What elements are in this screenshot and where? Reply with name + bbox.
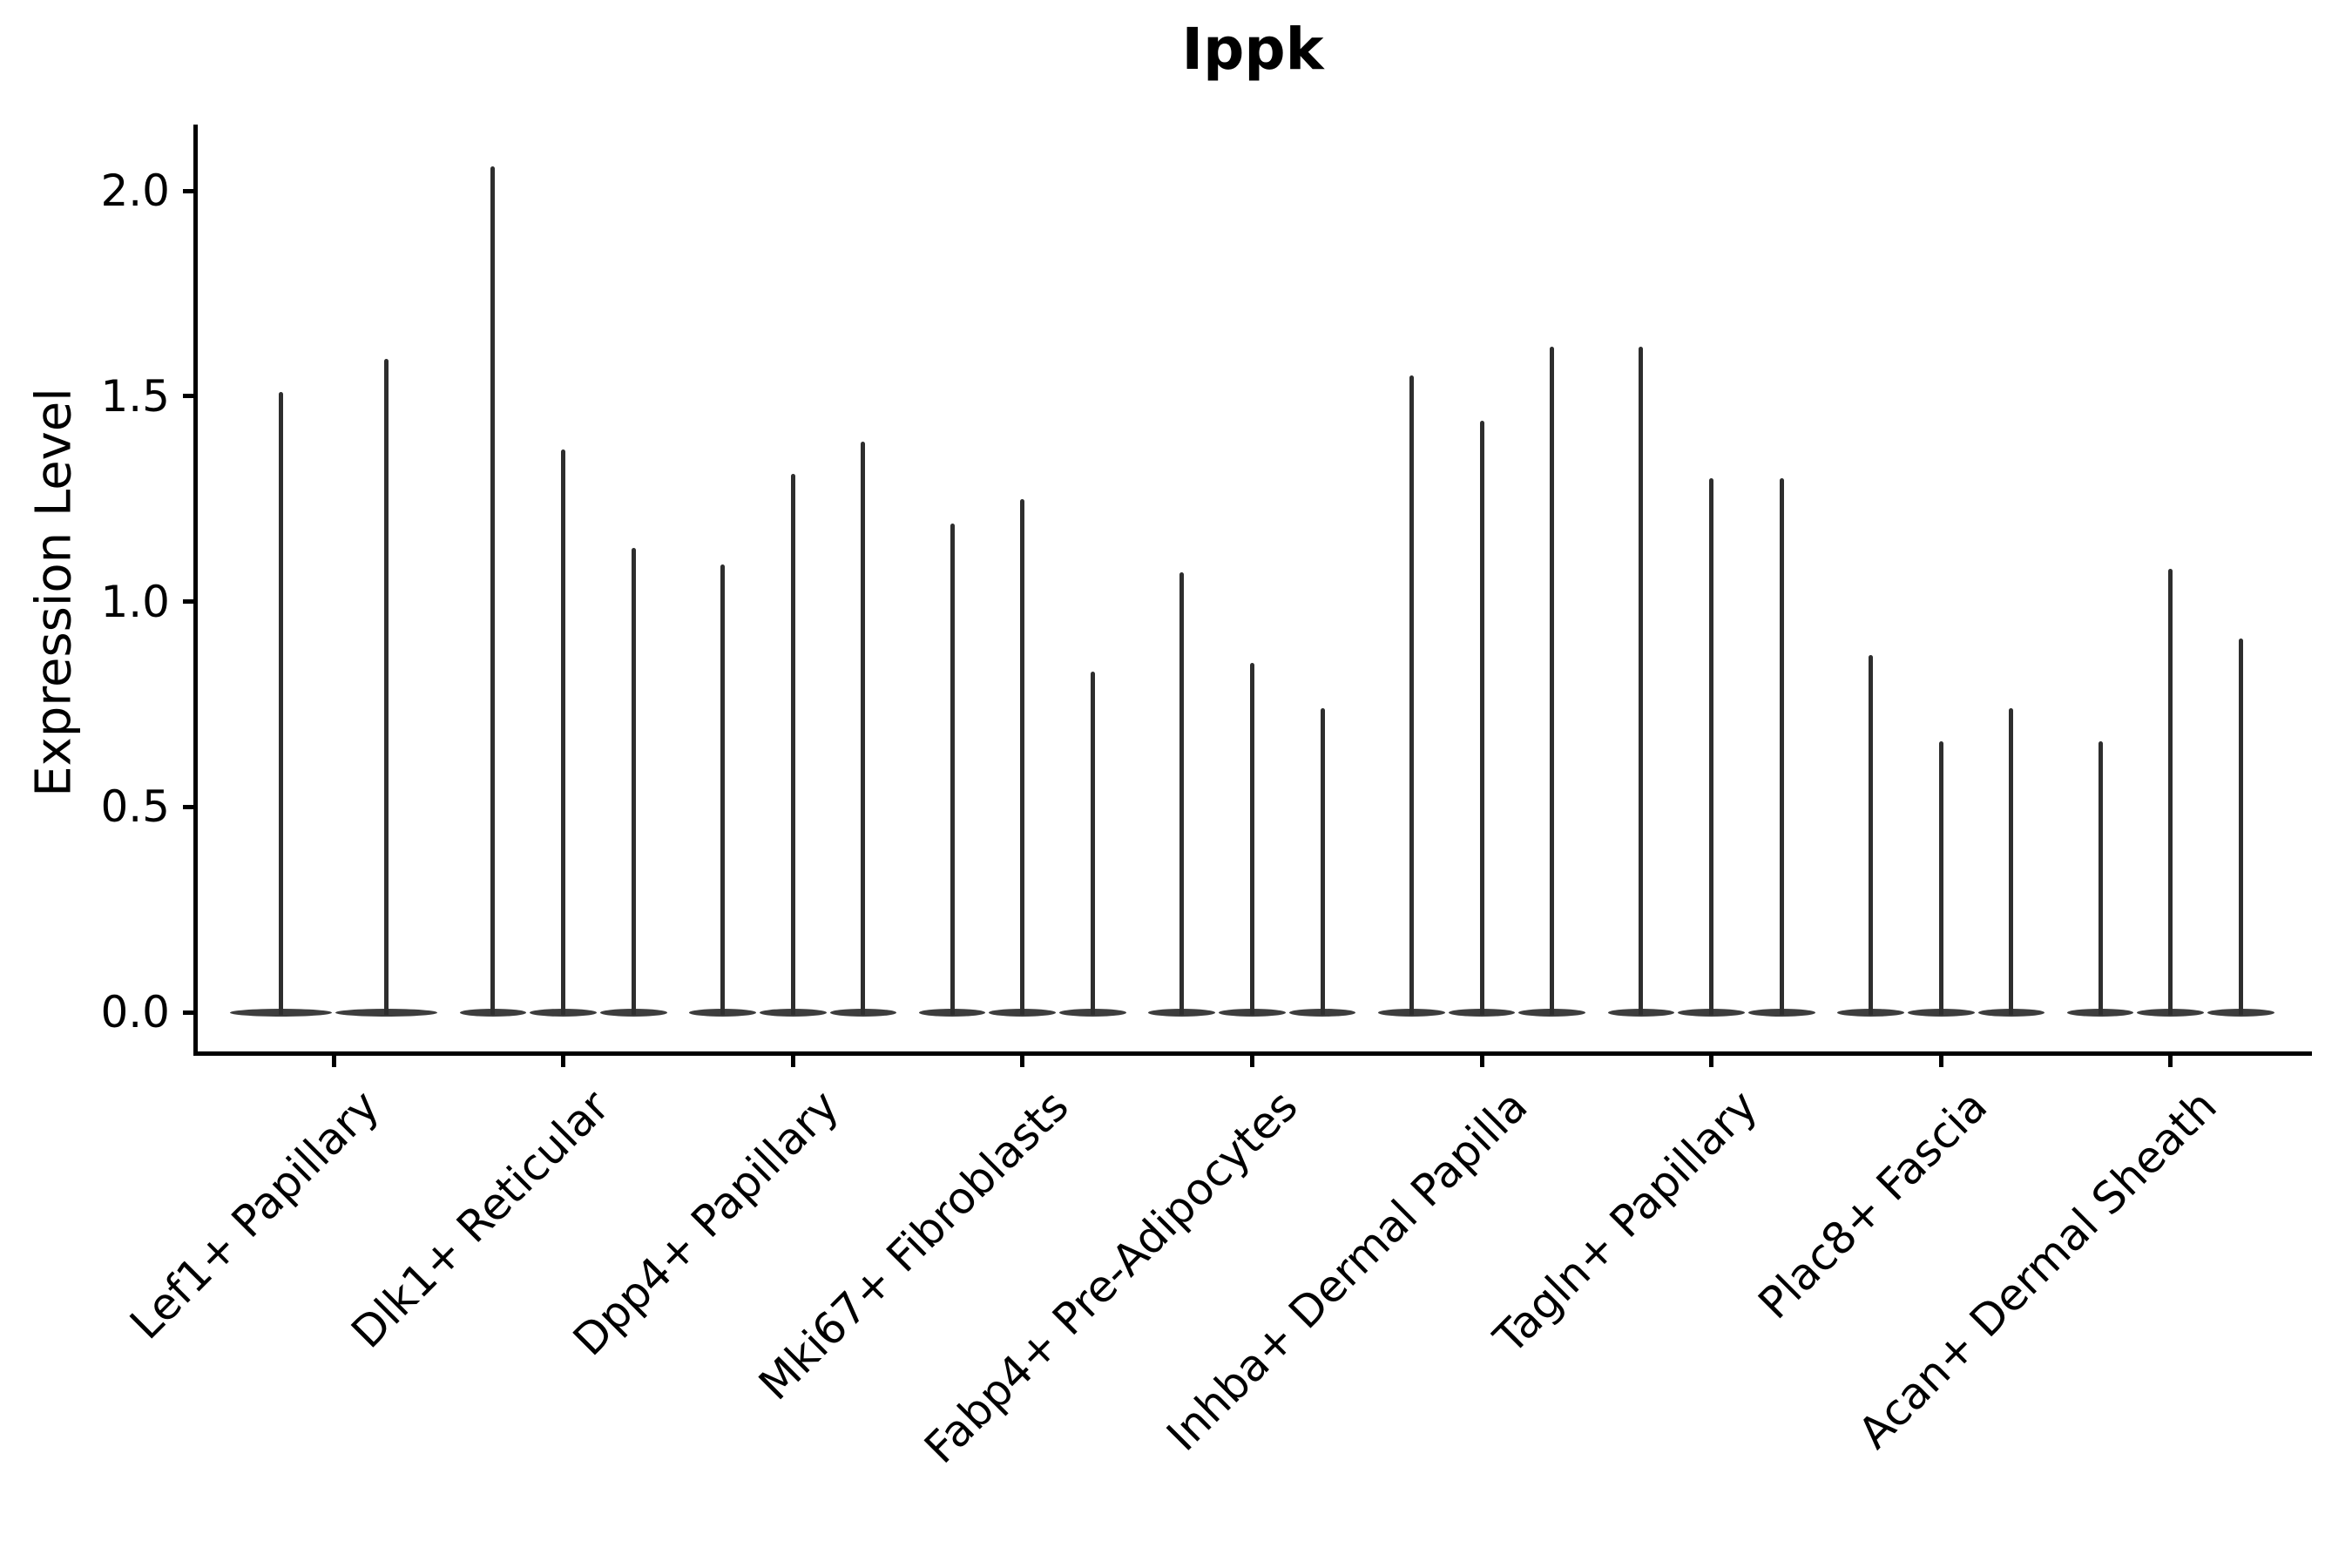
violin-spike (720, 564, 726, 1015)
x-tick-label: Lef1+ Papillary (120, 1080, 389, 1349)
violin-spike (631, 548, 636, 1015)
violin-spike (1249, 663, 1254, 1015)
violin-spike (2098, 740, 2103, 1015)
violin-spike (2009, 708, 2014, 1015)
x-tick-label: Fabp4+ Pre-Adipocytes (915, 1080, 1308, 1474)
y-tick-label: 1.0 (100, 576, 170, 627)
violin-spike (1020, 498, 1025, 1015)
violin-spike (1709, 478, 1714, 1015)
chart-title: Ippk (1181, 16, 1324, 83)
x-tick-mark (1020, 1053, 1025, 1067)
x-tick-mark (331, 1053, 336, 1067)
violin-spike (490, 166, 496, 1015)
violin-spike (790, 474, 795, 1015)
violin-spike (1090, 671, 1095, 1015)
violin-spike (1938, 740, 1943, 1015)
y-tick-mark (183, 188, 196, 193)
y-axis-spine (193, 125, 198, 1056)
y-tick-label: 1.5 (100, 370, 170, 422)
violin-spike (1869, 654, 1874, 1015)
x-tick-mark (561, 1053, 566, 1067)
y-tick-mark (183, 394, 196, 399)
x-tick-mark (1938, 1053, 1943, 1067)
violin-spike (1409, 375, 1414, 1015)
x-tick-mark (1709, 1053, 1714, 1067)
y-tick-label: 2.0 (100, 166, 170, 216)
x-tick-mark (790, 1053, 795, 1067)
y-tick-label: 0.0 (100, 987, 170, 1037)
x-tick-mark (1479, 1053, 1484, 1067)
violin-spike (2168, 568, 2173, 1015)
violin-spike (1320, 708, 1325, 1015)
violin-spike (950, 523, 955, 1015)
violin-spike (384, 359, 389, 1015)
y-tick-mark (183, 1010, 196, 1015)
violin-spike (1779, 478, 1784, 1015)
violin-spike (279, 392, 283, 1015)
x-tick-label: Plac8+ Fascia (1748, 1080, 1997, 1329)
x-tick-mark (2168, 1053, 2173, 1067)
x-tick-mark (1249, 1053, 1254, 1067)
y-tick-mark (183, 599, 196, 604)
violin-spike (1179, 572, 1185, 1015)
violin-spike (1639, 347, 1644, 1015)
y-tick-label: 0.5 (100, 781, 170, 833)
y-tick-mark (183, 804, 196, 809)
violin-spike (1479, 421, 1484, 1015)
violin-spike (1550, 347, 1555, 1015)
violin-spike (561, 449, 566, 1015)
violin-spike (2238, 638, 2243, 1015)
violin-spike (861, 441, 866, 1015)
